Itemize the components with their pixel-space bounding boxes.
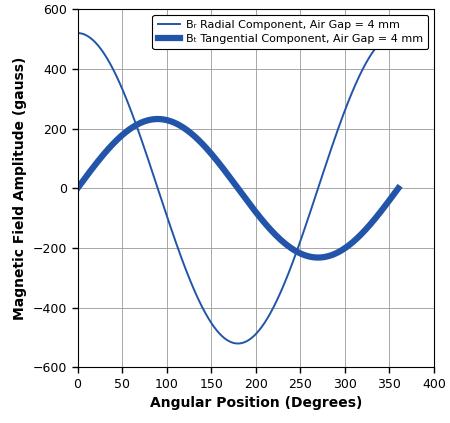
Bᵣ Radial Component, Air Gap = 4 mm [231,341,236,346]
Line: Bₜ Tangential Component, Air Gap = 4 mm: Bₜ Tangential Component, Air Gap = 4 mm [77,119,398,258]
X-axis label: Angular Position (Degrees): Angular Position (Degrees) [149,396,362,410]
Bₜ Tangential Component, Air Gap = 4 mm [315,255,321,260]
Bₜ Tangential Component, Air Gap = 4 mm [91,164,97,169]
Bₜ Tangential Component, Air Gap = 4 mm [75,186,80,191]
Bᵣ Radial Component, Air Gap = 4 mm [328,149,333,154]
Bᵣ Radial Component, Air Gap = 4 mm [75,30,80,36]
Bₜ Tangential Component, Air Gap = 4 mm [387,198,392,203]
Y-axis label: Magnetic Field Amplitude (gauss): Magnetic Field Amplitude (gauss) [13,57,27,320]
Bᵣ Radial Component, Air Gap = 4 mm [387,33,392,38]
Legend: Bᵣ Radial Component, Air Gap = 4 mm, Bₜ Tangential Component, Air Gap = 4 mm: Bᵣ Radial Component, Air Gap = 4 mm, Bₜ … [153,15,428,49]
Bₜ Tangential Component, Air Gap = 4 mm [155,116,161,121]
Bᵣ Radial Component, Air Gap = 4 mm [396,30,401,36]
Bₜ Tangential Component, Air Gap = 4 mm [222,169,228,174]
Bᵣ Radial Component, Air Gap = 4 mm [91,38,97,44]
Bᵣ Radial Component, Air Gap = 4 mm [222,336,228,341]
Bᵣ Radial Component, Air Gap = 4 mm [235,341,240,346]
Bₜ Tangential Component, Air Gap = 4 mm [328,253,333,258]
Bₜ Tangential Component, Air Gap = 4 mm [231,180,236,185]
Line: Bᵣ Radial Component, Air Gap = 4 mm: Bᵣ Radial Component, Air Gap = 4 mm [77,33,398,343]
Bₜ Tangential Component, Air Gap = 4 mm [387,198,392,203]
Bᵣ Radial Component, Air Gap = 4 mm [386,33,391,38]
Bₜ Tangential Component, Air Gap = 4 mm [396,186,401,191]
